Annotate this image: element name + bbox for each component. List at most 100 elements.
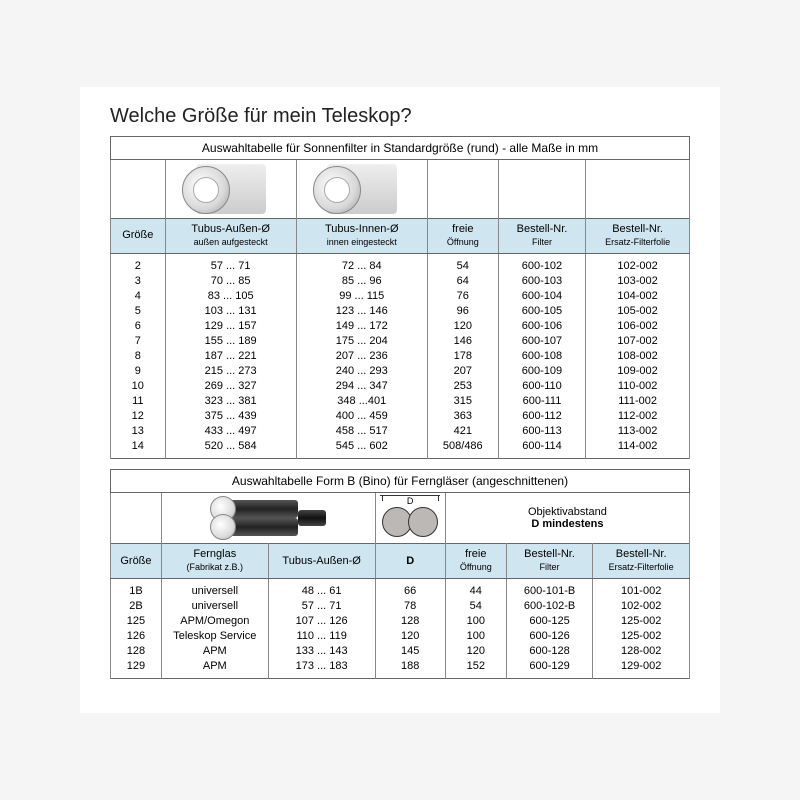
cell: 64: [427, 274, 498, 289]
tele-outer-image: [165, 159, 296, 218]
cell: 323 ... 381: [165, 394, 296, 409]
cell: 106-002: [586, 319, 690, 334]
table-row: 14520 ... 584545 ... 602508/486600-11411…: [111, 439, 690, 459]
cell: 120: [427, 319, 498, 334]
cell: 114-002: [586, 439, 690, 459]
table-row: 2Buniversell57 ... 717854600-102-B102-00…: [111, 599, 690, 614]
col-inner: Tubus-Innen-Ø: [325, 223, 399, 235]
cell: 520 ... 584: [165, 439, 296, 459]
obj-distance-label: Objektivabstand D mindestens: [445, 493, 689, 544]
cell: 269 ... 327: [165, 379, 296, 394]
cell: 125-002: [593, 629, 690, 644]
cell: 120: [445, 644, 506, 659]
table-row: 7155 ... 189175 ... 204146600-107107-002: [111, 334, 690, 349]
cell: 375 ... 439: [165, 409, 296, 424]
cell: 107 ... 126: [268, 614, 375, 629]
col-ordfilter: Bestell-Nr.: [517, 223, 568, 235]
table-row: 8187 ... 221207 ... 236178600-108108-002: [111, 349, 690, 364]
cell: 600-103: [498, 274, 585, 289]
table-row: 370 ... 8585 ... 9664600-103103-002: [111, 274, 690, 289]
cell: 57 ... 71: [165, 254, 296, 274]
cell: 105-002: [586, 304, 690, 319]
cell: 102-002: [593, 599, 690, 614]
cell: 101-002: [593, 579, 690, 599]
cell: 3: [111, 274, 166, 289]
table2-caption: Auswahltabelle Form B (Bino) für Fernglä…: [111, 470, 690, 493]
cell: 600-125: [506, 614, 592, 629]
table-row: 6129 ... 157149 ... 172120600-106106-002: [111, 319, 690, 334]
cell: 188: [375, 659, 445, 679]
cell: 14: [111, 439, 166, 459]
cell: 128-002: [593, 644, 690, 659]
cell: 125: [111, 614, 162, 629]
cell: 103 ... 131: [165, 304, 296, 319]
cell: APM: [161, 644, 268, 659]
cell: 600-102: [498, 254, 585, 274]
cell: 600-107: [498, 334, 585, 349]
cell: 129: [111, 659, 162, 679]
cell: APM: [161, 659, 268, 679]
cell: 600-106: [498, 319, 585, 334]
cell: 104-002: [586, 289, 690, 304]
table-row: 128APM133 ... 143145120600-128128-002: [111, 644, 690, 659]
cell: 12: [111, 409, 166, 424]
cell: 400 ... 459: [296, 409, 427, 424]
table1-caption: Auswahltabelle für Sonnenfilter in Stand…: [111, 136, 690, 159]
cell: 187 ... 221: [165, 349, 296, 364]
cell: 83 ... 105: [165, 289, 296, 304]
table-row: 13433 ... 497458 ... 517421600-113113-00…: [111, 424, 690, 439]
table-row: 483 ... 10599 ... 11576600-104104-002: [111, 289, 690, 304]
col-size: Größe: [122, 229, 153, 241]
cell: 600-110: [498, 379, 585, 394]
cell: 107-002: [586, 334, 690, 349]
cell: 112-002: [586, 409, 690, 424]
cell: 253: [427, 379, 498, 394]
table-row: 12375 ... 439400 ... 459363600-112112-00…: [111, 409, 690, 424]
cell: universell: [161, 579, 268, 599]
cell: 78: [375, 599, 445, 614]
cell: 6: [111, 319, 166, 334]
cell: 133 ... 143: [268, 644, 375, 659]
table-row: 125APM/Omegon107 ... 126128100600-125125…: [111, 614, 690, 629]
cell: 76: [427, 289, 498, 304]
cell: 66: [375, 579, 445, 599]
cell: 348 ...401: [296, 394, 427, 409]
cell: 7: [111, 334, 166, 349]
cell: 155 ... 189: [165, 334, 296, 349]
cell: 600-105: [498, 304, 585, 319]
cell: 600-128: [506, 644, 592, 659]
col-free: freie: [452, 223, 473, 235]
cell: 175 ... 204: [296, 334, 427, 349]
cell: 149 ... 172: [296, 319, 427, 334]
cell: 458 ... 517: [296, 424, 427, 439]
cell: 433 ... 497: [165, 424, 296, 439]
bino-image: [161, 493, 375, 544]
cell: 85 ... 96: [296, 274, 427, 289]
cell: 600-104: [498, 289, 585, 304]
cell: 11: [111, 394, 166, 409]
cell: 109-002: [586, 364, 690, 379]
cell: 111-002: [586, 394, 690, 409]
cell: 5: [111, 304, 166, 319]
table2-header-row: Größe Fernglas(Fabrikat z.B.) Tubus-Auße…: [111, 544, 690, 579]
cell: 173 ... 183: [268, 659, 375, 679]
cell: 10: [111, 379, 166, 394]
cell: 103-002: [586, 274, 690, 289]
col-ordfoil: Bestell-Nr.: [612, 223, 663, 235]
cell: 145: [375, 644, 445, 659]
cell: 600-112: [498, 409, 585, 424]
cell: 315: [427, 394, 498, 409]
page-title: Welche Größe für mein Teleskop?: [110, 105, 690, 128]
d-diagram: D: [375, 493, 445, 544]
cell: 72 ... 84: [296, 254, 427, 274]
cell: 120: [375, 629, 445, 644]
cell: 600-109: [498, 364, 585, 379]
cell: 100: [445, 614, 506, 629]
table-row: 11323 ... 381348 ...401315600-111111-002: [111, 394, 690, 409]
table1-header-row: Größe Tubus-Außen-Øaußen aufgesteckt Tub…: [111, 218, 690, 253]
col-outer: Tubus-Außen-Ø: [191, 223, 269, 235]
tele-inner-image: [296, 159, 427, 218]
table-row: 126Teleskop Service110 ... 119120100600-…: [111, 629, 690, 644]
cell: 215 ... 273: [165, 364, 296, 379]
table-row: 129APM173 ... 183188152600-129129-002: [111, 659, 690, 679]
